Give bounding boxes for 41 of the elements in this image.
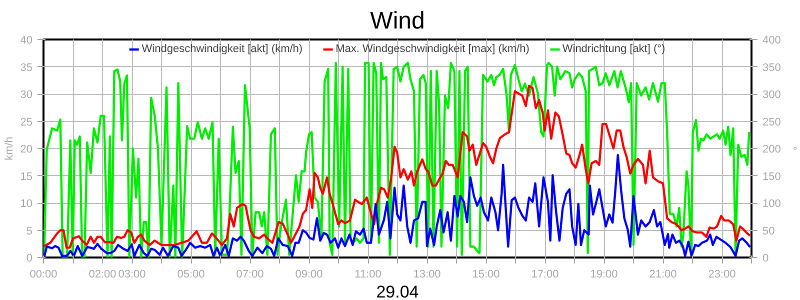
y2-tick-label: 150: [762, 170, 781, 183]
line-series: [44, 154, 752, 258]
x-axis-title: 29.04: [376, 282, 419, 300]
x-tick-label: 07:00: [236, 268, 264, 280]
x-tick-label: 17:00: [531, 268, 559, 280]
x-tick-label: 02:00: [88, 268, 116, 280]
line-series: [44, 84, 752, 249]
y2-axis-title: °: [786, 146, 798, 151]
x-tick-label: 19:00: [590, 268, 618, 280]
y2-tick-label: 50: [762, 225, 775, 238]
y2-tick-label: 200: [762, 144, 781, 156]
x-tick-label: 15:00: [472, 268, 500, 280]
y-tick-label: 35: [20, 62, 33, 74]
x-tick-label: 09:00: [295, 268, 323, 280]
line-series: [44, 62, 750, 258]
y-tick-label: 25: [20, 116, 33, 128]
y2-tick-label: 350: [762, 62, 781, 74]
legend-label: Max. Windgeschwindigkeit [max] (km/h): [336, 43, 530, 55]
x-tick-label: 00:00: [30, 268, 58, 280]
chart-title: Wind: [370, 8, 425, 34]
x-tick-label: 13:00: [413, 268, 441, 280]
y-tick-label: 15: [20, 170, 33, 183]
legend-label: Windgeschwindigkeit [akt] (km/h): [142, 43, 303, 55]
legend-label: Windrichtung [akt] (°): [562, 43, 666, 55]
x-tick-label: 21:00: [649, 268, 677, 280]
x-tick-label: 23:00: [708, 268, 736, 280]
y-axis-title: km/h: [3, 136, 16, 160]
y2-tick-label: 0: [762, 252, 769, 264]
y2-tick-label: 300: [762, 89, 781, 101]
y-tick-label: 40: [20, 34, 33, 46]
y2-tick-label: 100: [762, 198, 781, 210]
y2-tick-label: 250: [762, 116, 781, 128]
y-tick-label: 20: [20, 144, 33, 156]
x-tick-label: 03:00: [118, 268, 146, 280]
x-tick-label: 05:00: [177, 268, 205, 280]
y-tick-label: 0: [26, 252, 33, 264]
y-tick-label: 10: [20, 198, 33, 210]
y-tick-label: 30: [20, 89, 33, 101]
y-tick-label: 5: [26, 225, 33, 238]
y2-tick-label: 400: [762, 34, 781, 46]
x-tick-label: 11:00: [354, 268, 382, 280]
